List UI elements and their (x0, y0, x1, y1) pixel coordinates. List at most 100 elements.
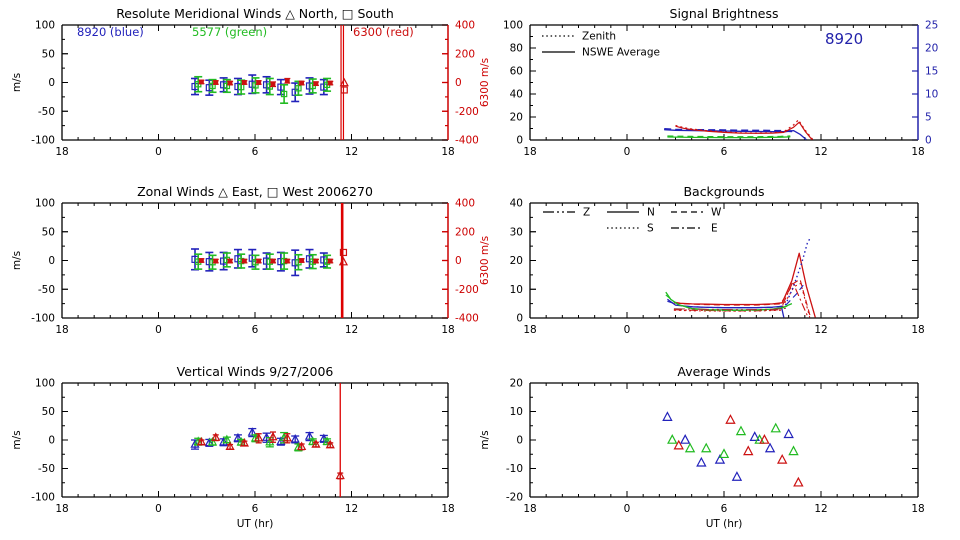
svg-text:15: 15 (925, 66, 938, 78)
svg-text:0: 0 (516, 135, 523, 147)
svg-text:12: 12 (345, 503, 358, 515)
svg-text:W: W (711, 207, 722, 219)
panel-backgrounds: Backgrounds 18 0 6 12 18 0 10 20 30 40 Z N W S E (480, 180, 960, 360)
svg-text:0: 0 (624, 324, 631, 336)
zonal-winds-chart: Zonal Winds △ East, □ West 2006270 18 0 6 12… (11, 184, 491, 336)
average-winds-chart: Average Winds 18 0 6 12 18 UT (hr) -20 -10 0 10 20 m… (479, 364, 925, 530)
svg-text:20: 20 (510, 255, 523, 267)
svg-text:Zonal Winds △ East, □ West 200: Zonal Winds △ East, □ West 2006270 (137, 184, 373, 199)
svg-text:m/s: m/s (11, 430, 23, 449)
panel-meridional-winds: Resolute Meridional Winds △ North, □ Sou… (0, 0, 491, 180)
vertical-winds-chart: Vertical Winds 9/27/2006 18 0 6 12 18 UT (hr) -… (11, 364, 455, 530)
svg-text:10: 10 (510, 406, 523, 418)
svg-text:6: 6 (721, 146, 728, 158)
panel-zonal-winds: Zonal Winds △ East, □ West 2006270 18 0 6 12… (0, 180, 491, 360)
svg-text:100: 100 (503, 20, 523, 32)
svg-text:12: 12 (345, 324, 358, 336)
svg-text:18: 18 (523, 324, 536, 336)
svg-text:-10: -10 (506, 463, 523, 475)
svg-text:-100: -100 (31, 492, 55, 504)
svg-text:20: 20 (510, 378, 523, 390)
svg-text:Signal Brightness: Signal Brightness (670, 6, 779, 21)
svg-text:5577 (green): 5577 (green) (192, 25, 267, 39)
svg-text:18: 18 (55, 324, 68, 336)
svg-text:10: 10 (925, 89, 938, 101)
svg-text:18: 18 (55, 146, 68, 158)
svg-text:0: 0 (155, 324, 162, 336)
svg-text:0: 0 (624, 146, 631, 158)
svg-text:N: N (647, 207, 655, 219)
svg-text:6300 (red): 6300 (red) (353, 25, 414, 39)
svg-text:18: 18 (55, 503, 68, 515)
svg-text:-20: -20 (506, 492, 523, 504)
svg-text:-100: -100 (31, 135, 55, 147)
svg-text:0: 0 (455, 255, 462, 267)
svg-text:18: 18 (523, 503, 536, 515)
svg-text:18: 18 (441, 503, 454, 515)
meridional-winds-chart: Resolute Meridional Winds △ North, □ Sou… (11, 6, 491, 158)
svg-text:100: 100 (35, 20, 55, 32)
svg-text:S: S (647, 223, 654, 235)
panel-signal-brightness: Signal Brightness 18 0 6 12 18 0 20 40 60 80 100 0 5 1… (480, 0, 960, 180)
svg-text:18: 18 (441, 146, 454, 158)
svg-text:-200: -200 (455, 284, 479, 296)
svg-text:200: 200 (455, 48, 475, 60)
svg-text:Z: Z (583, 207, 590, 219)
svg-text:5: 5 (925, 112, 932, 124)
svg-text:100: 100 (35, 378, 55, 390)
svg-text:20: 20 (925, 43, 938, 55)
svg-text:400: 400 (455, 198, 475, 210)
svg-text:0: 0 (155, 503, 162, 515)
svg-text:50: 50 (42, 406, 55, 418)
svg-text:Resolute Meridional Winds △ No: Resolute Meridional Winds △ North, □ Sou… (116, 6, 394, 21)
svg-text:6: 6 (252, 324, 259, 336)
svg-text:-50: -50 (38, 284, 55, 296)
svg-text:m/s: m/s (11, 251, 23, 270)
svg-text:0: 0 (516, 435, 523, 447)
svg-text:40: 40 (510, 198, 523, 210)
panel-vertical-winds: Vertical Winds 9/27/2006 18 0 6 12 18 UT (hr) -… (0, 360, 480, 540)
svg-text:50: 50 (42, 48, 55, 60)
svg-text:0: 0 (925, 135, 932, 147)
svg-text:12: 12 (814, 146, 827, 158)
svg-text:25: 25 (925, 20, 938, 32)
svg-text:12: 12 (814, 503, 827, 515)
svg-text:0: 0 (516, 313, 523, 325)
svg-text:6: 6 (721, 503, 728, 515)
svg-text:Backgrounds: Backgrounds (683, 184, 764, 199)
svg-text:12: 12 (814, 324, 827, 336)
svg-text:6: 6 (721, 324, 728, 336)
svg-text:-200: -200 (455, 106, 479, 118)
svg-text:0: 0 (624, 503, 631, 515)
svg-text:0: 0 (48, 255, 55, 267)
svg-text:18: 18 (523, 146, 536, 158)
svg-text:-100: -100 (31, 313, 55, 325)
svg-text:6: 6 (252, 503, 259, 515)
panel-average-winds: Average Winds 18 0 6 12 18 UT (hr) -20 -10 0 10 20 m… (479, 360, 960, 540)
svg-text:6300 m/s: 6300 m/s (479, 236, 491, 285)
svg-text:18: 18 (911, 324, 924, 336)
svg-text:-50: -50 (38, 106, 55, 118)
svg-text:30: 30 (510, 226, 523, 238)
svg-text:18: 18 (911, 503, 924, 515)
svg-text:0: 0 (48, 435, 55, 447)
svg-text:8920 (blue): 8920 (blue) (77, 25, 144, 39)
svg-text:400: 400 (455, 20, 475, 32)
svg-text:-400: -400 (455, 313, 479, 325)
svg-text:-400: -400 (455, 135, 479, 147)
svg-text:12: 12 (345, 146, 358, 158)
svg-text:Average Winds: Average Winds (677, 364, 770, 379)
svg-text:m/s: m/s (479, 430, 491, 449)
svg-text:UT (hr): UT (hr) (237, 518, 274, 530)
svg-text:NSWE Average: NSWE Average (582, 47, 660, 59)
svg-text:18: 18 (911, 146, 924, 158)
svg-text:60: 60 (510, 66, 523, 78)
svg-text:80: 80 (510, 43, 523, 55)
svg-text:50: 50 (42, 226, 55, 238)
svg-text:UT (hr): UT (hr) (706, 518, 743, 530)
svg-text:m/s: m/s (11, 73, 23, 92)
